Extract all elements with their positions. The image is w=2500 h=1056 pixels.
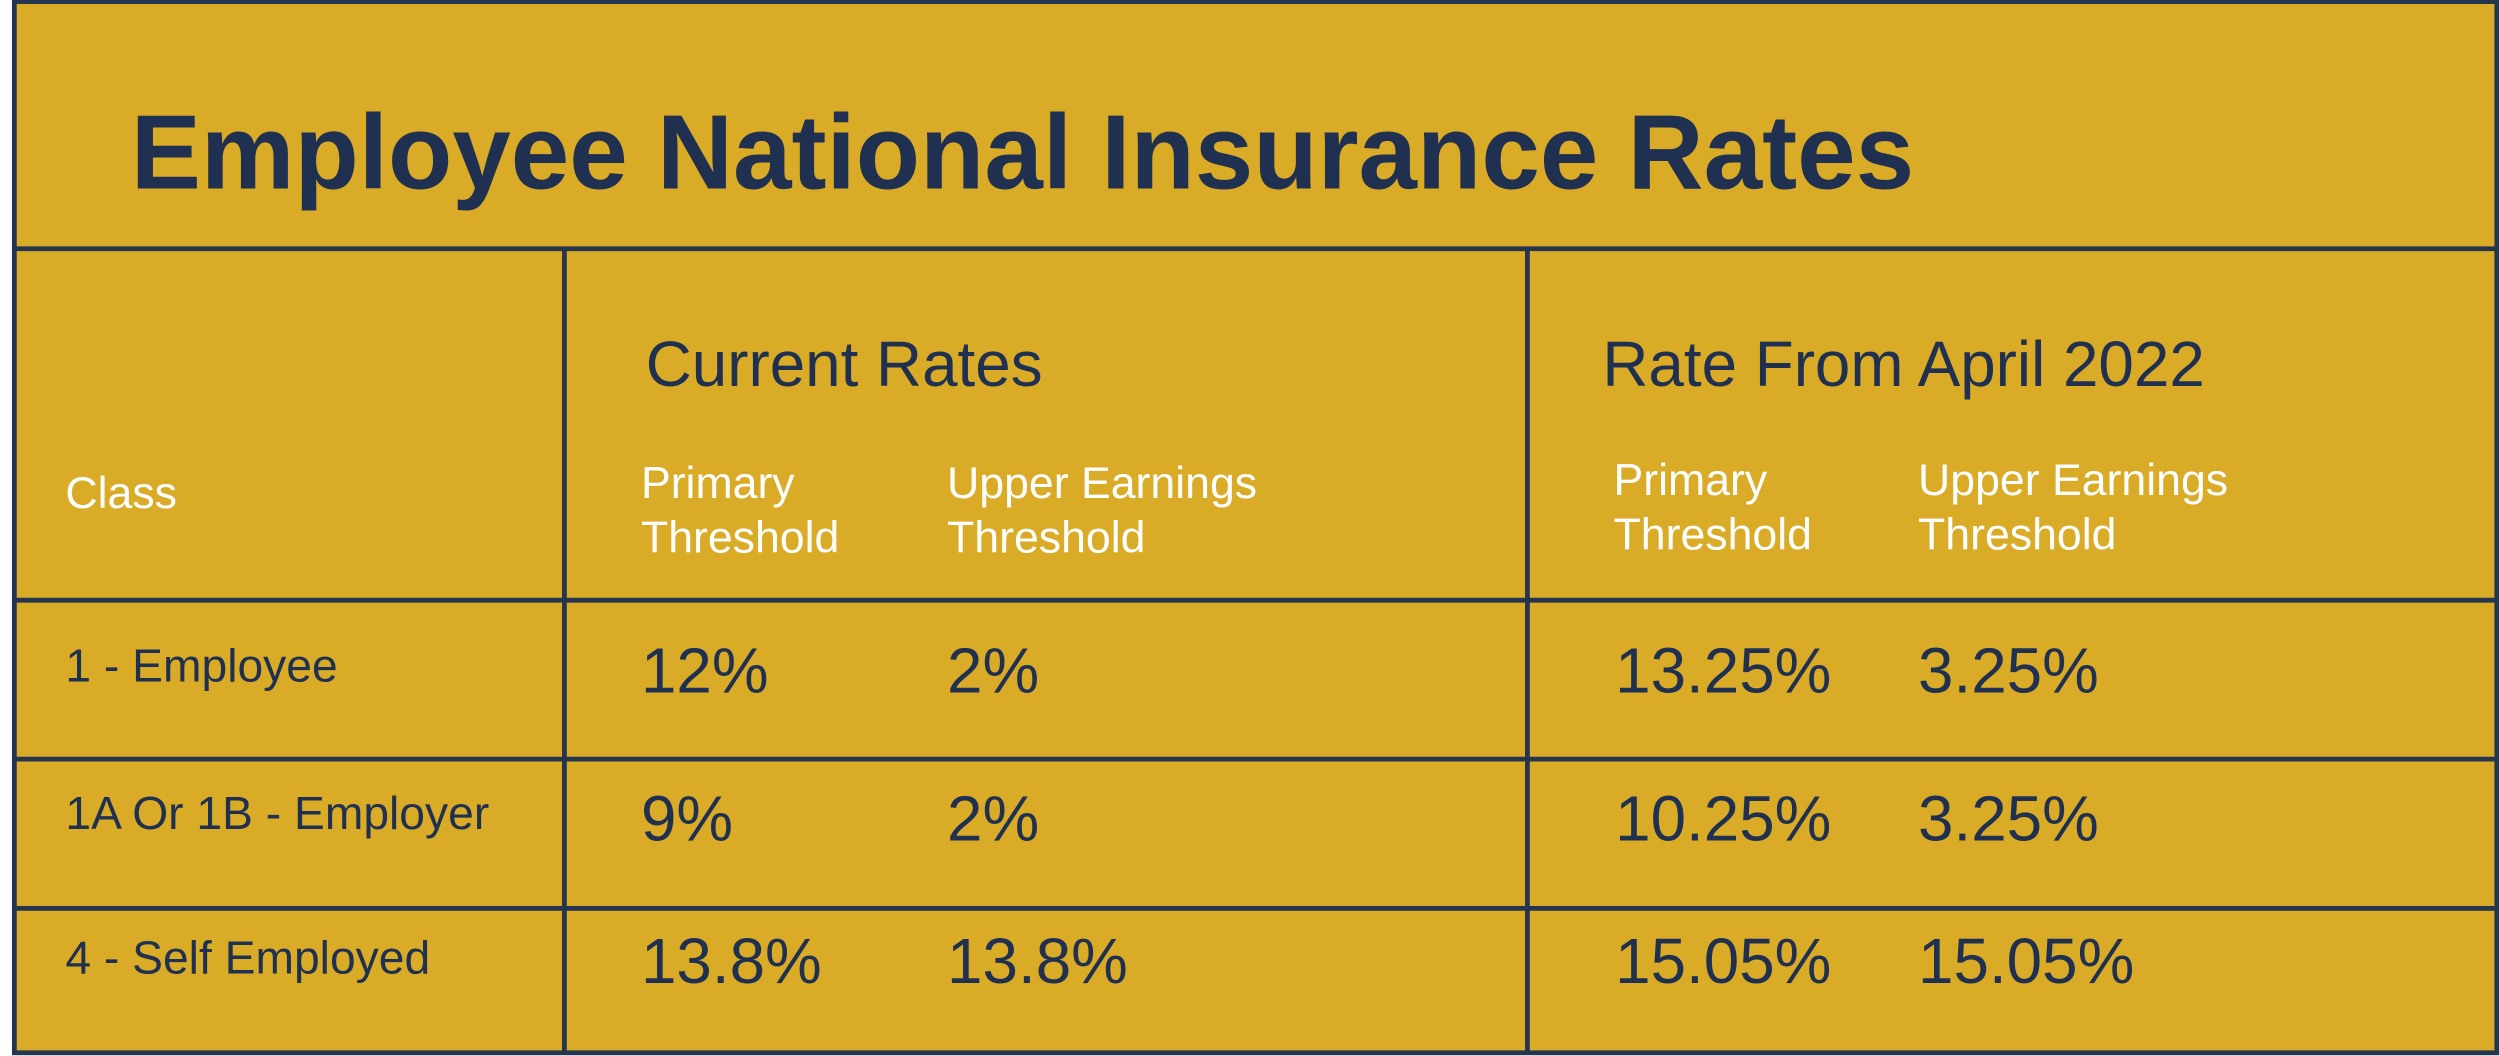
rate-cell: 12% xyxy=(641,634,769,706)
group-header: Rate From April 2022 xyxy=(1602,328,2204,400)
rate-cell: 9% xyxy=(641,782,733,854)
rate-cell: 13.8% xyxy=(947,925,1128,997)
column-header: Threshold xyxy=(1614,509,1812,559)
title: Employee National Insurance Rates xyxy=(131,93,1914,211)
column-header: Upper Earnings xyxy=(1918,455,2228,505)
row-label: 1A Or 1B - Employer xyxy=(65,787,489,839)
rate-cell: 3.25% xyxy=(1918,634,2099,706)
rate-cell: 13.8% xyxy=(641,925,822,997)
rate-cell: 13.25% xyxy=(1615,634,1831,706)
column-header: Primary xyxy=(1614,455,1768,505)
rate-cell: 2% xyxy=(947,782,1039,854)
rate-cell: 15.05% xyxy=(1918,925,2134,997)
rate-cell: 2% xyxy=(947,634,1039,706)
group-header: Current Rates xyxy=(646,328,1043,400)
class-header: Class xyxy=(65,468,177,518)
column-header: Threshold xyxy=(1918,509,2116,559)
table-frame xyxy=(11,0,2500,1056)
row-label: 1 - Employee xyxy=(65,639,337,691)
column-header: Upper Earnings xyxy=(947,458,1257,508)
table-rules xyxy=(14,246,2497,1053)
column-header: Threshold xyxy=(947,513,1145,563)
rate-cell: 3.25% xyxy=(1918,782,2099,854)
column-header: Primary xyxy=(641,458,795,508)
rate-cell: 15.05% xyxy=(1615,925,1831,997)
row-label: 4 - Self Employed xyxy=(65,931,430,983)
rate-cell: 10.25% xyxy=(1615,782,1831,854)
column-header: Threshold xyxy=(641,513,839,563)
